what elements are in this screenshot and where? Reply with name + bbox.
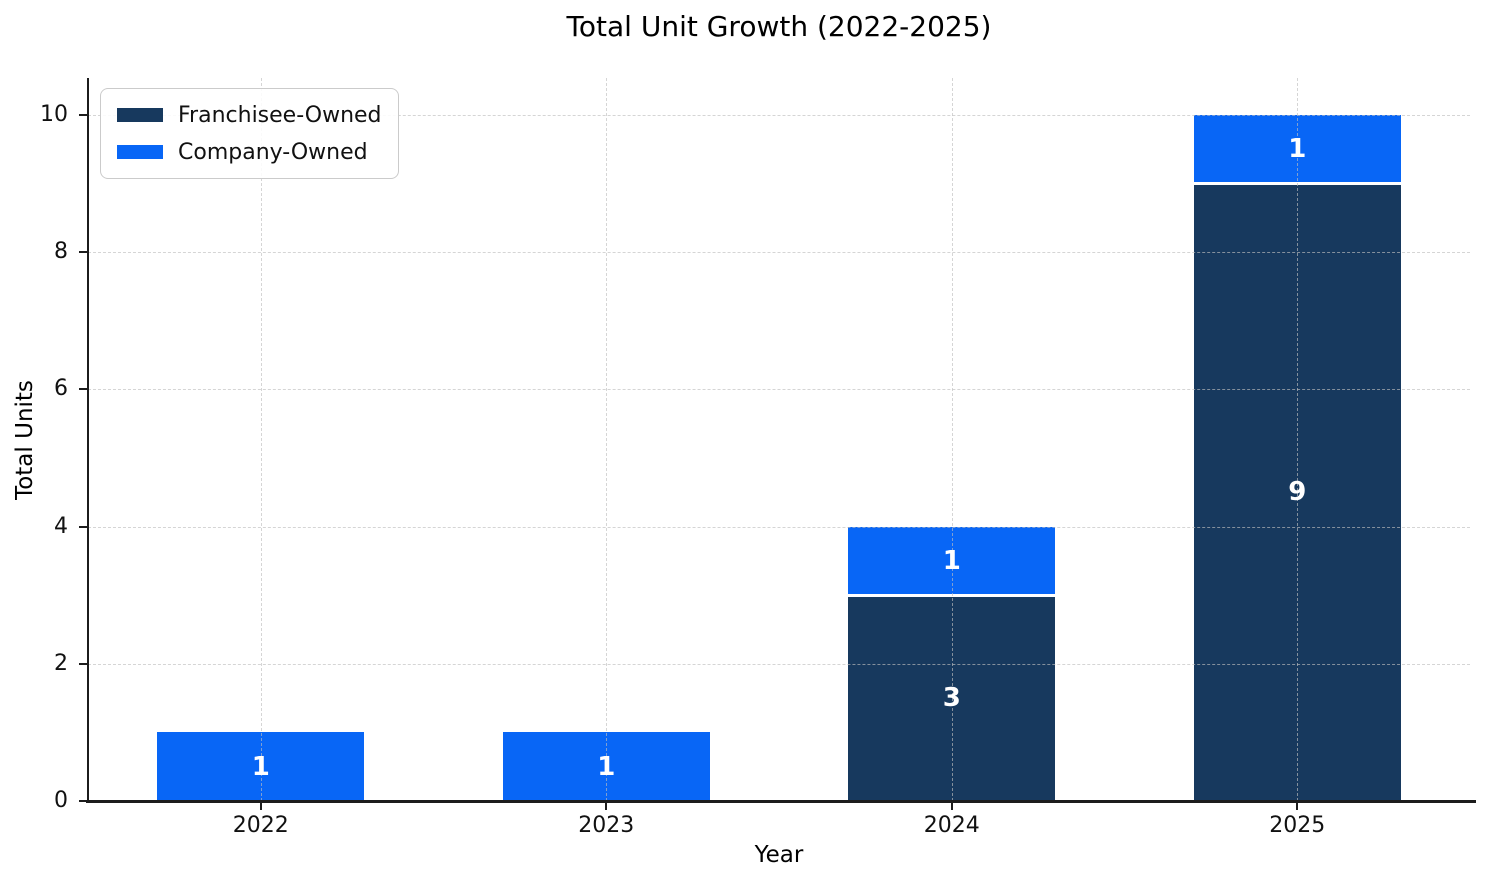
bar-segment-separator — [848, 593, 1056, 597]
y-tick-label-4: 4 — [54, 513, 68, 539]
bar-value-label-company-owned-2022: 1 — [251, 751, 270, 782]
legend-item-franchisee-owned: Franchisee-Owned — [117, 100, 382, 130]
legend-swatch-franchisee-owned — [117, 108, 163, 122]
bar-value-label-company-owned-2023: 1 — [597, 751, 616, 782]
bar-segment-company-owned-2023 — [502, 732, 710, 801]
legend: Franchisee-Owned Company-Owned — [100, 88, 399, 179]
y-tick-label-6: 6 — [54, 376, 68, 402]
gridline-horizontal-2 — [88, 663, 1470, 665]
chart-title: Total Unit Growth (2022-2025) — [566, 10, 992, 43]
plot-area: Franchisee-Owned Company-Owned 1 1 3 1 9 1 202… — [40, 78, 1476, 838]
y-tick-label-8: 8 — [54, 239, 68, 265]
legend-label-company-owned: Company-Owned — [178, 139, 368, 165]
gridline-horizontal-10 — [88, 115, 1470, 117]
legend-item-company-owned: Company-Owned — [117, 137, 382, 167]
legend-swatch-company-owned — [117, 145, 163, 159]
bar-value-label-franchisee-owned-2024: 3 — [942, 683, 961, 714]
gridline-horizontal-8 — [88, 252, 1470, 254]
gridline-horizontal-4 — [88, 526, 1470, 528]
bar-segment-franchisee-owned-2025 — [1193, 183, 1401, 801]
x-axis-label: Year — [754, 842, 804, 868]
bar-segment-separator — [1193, 182, 1401, 186]
bar-value-label-company-owned-2024: 1 — [942, 545, 961, 576]
legend-label-franchisee-owned: Franchisee-Owned — [178, 102, 382, 128]
gridline-vertical-2024 — [951, 78, 953, 801]
x-tick-2022 — [259, 802, 262, 810]
bar-segment-company-owned-2025 — [1193, 115, 1401, 184]
x-axis-spine — [86, 800, 1476, 803]
y-axis-spine — [87, 78, 89, 803]
gridline-vertical-2023 — [606, 78, 608, 801]
bar-segment-company-owned-2024 — [848, 526, 1056, 596]
bar-segment-company-owned-2022 — [157, 732, 365, 801]
y-tick-label-10: 10 — [40, 102, 68, 128]
x-tick-2024 — [950, 802, 953, 810]
x-tick-label-2024: 2024 — [923, 813, 980, 838]
y-tick-0 — [79, 800, 88, 802]
bar-value-label-franchisee-owned-2025: 9 — [1288, 477, 1307, 508]
gridline-vertical-2022 — [260, 78, 262, 801]
x-tick-2023 — [605, 802, 608, 810]
gridline-vertical-2025 — [1297, 78, 1299, 801]
y-tick-4 — [79, 525, 88, 528]
x-tick-2025 — [1296, 802, 1299, 810]
x-tick-label-2023: 2023 — [578, 813, 635, 838]
x-tick-label-2022: 2022 — [232, 813, 289, 838]
y-tick-label-0: 0 — [54, 788, 68, 813]
y-tick-10 — [79, 114, 88, 117]
y-tick-8 — [79, 251, 88, 254]
bar-segment-franchisee-owned-2024 — [848, 595, 1056, 801]
bar-value-label-company-owned-2025: 1 — [1288, 134, 1307, 165]
x-tick-label-2025: 2025 — [1269, 813, 1326, 838]
gridline-horizontal-6 — [88, 389, 1470, 391]
y-tick-6 — [79, 388, 88, 391]
y-tick-label-2: 2 — [54, 650, 68, 676]
y-tick-2 — [79, 662, 88, 665]
